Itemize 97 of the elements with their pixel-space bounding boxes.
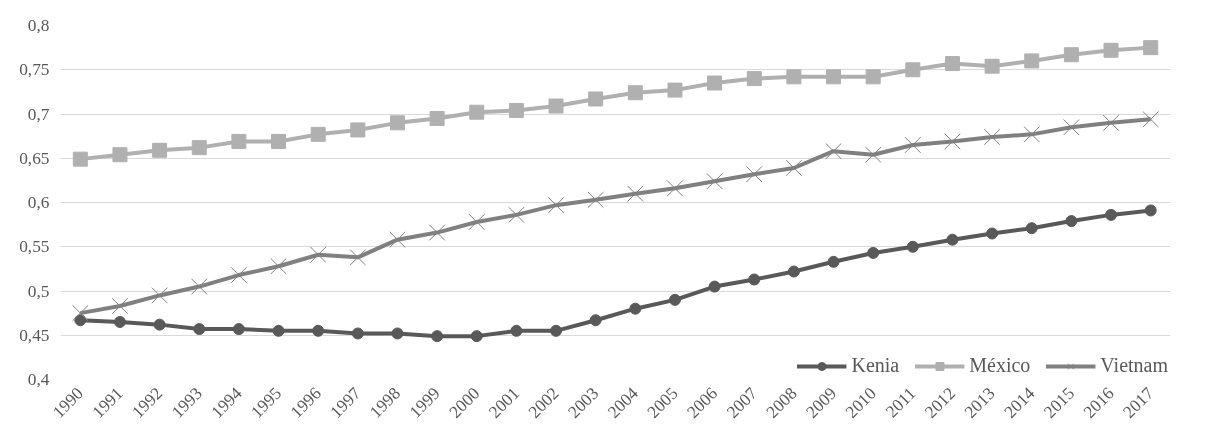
y-tick-label: 0,75 (19, 60, 50, 80)
point (1142, 111, 1159, 128)
point (310, 126, 326, 142)
point (312, 324, 325, 337)
point (865, 69, 881, 85)
point (470, 330, 483, 343)
point (666, 180, 684, 197)
point (351, 327, 364, 340)
point (1025, 222, 1038, 235)
point (151, 287, 168, 304)
point (1143, 40, 1159, 56)
point (510, 324, 523, 337)
y-tick-label: 0,4 (27, 370, 50, 389)
point (468, 213, 486, 231)
point (825, 142, 842, 160)
point (431, 330, 444, 343)
point (786, 69, 802, 85)
point (153, 318, 166, 331)
point (389, 231, 406, 248)
point (946, 233, 959, 246)
point (1065, 215, 1078, 228)
legend-label: México (969, 354, 1031, 377)
x-tick-label: 1991 (88, 383, 127, 422)
point (272, 324, 285, 337)
point (587, 191, 604, 209)
point (983, 128, 1001, 146)
legend-label: Vietnam (1100, 354, 1168, 377)
point (547, 196, 565, 214)
point (231, 133, 247, 149)
point (1024, 53, 1040, 69)
point (668, 293, 681, 306)
point (391, 327, 404, 340)
point (707, 75, 723, 91)
point (349, 249, 367, 266)
point (428, 224, 446, 241)
point (787, 265, 800, 278)
point (72, 151, 88, 167)
y-tick-label: 0,7 (27, 104, 50, 124)
point (785, 159, 803, 177)
point (746, 71, 762, 87)
point (986, 227, 999, 240)
point (1063, 47, 1079, 63)
point (627, 85, 643, 101)
point (232, 323, 245, 336)
point (944, 56, 960, 72)
point (350, 122, 366, 138)
point (944, 133, 961, 150)
point (191, 140, 207, 156)
point (508, 102, 524, 118)
point (1103, 42, 1119, 58)
point (905, 62, 921, 78)
point (112, 147, 128, 163)
point (1105, 208, 1118, 221)
x-tick-label: 2011 (882, 383, 920, 422)
point (152, 142, 168, 158)
point (589, 314, 602, 327)
point (627, 185, 644, 202)
point (1102, 114, 1120, 132)
point (864, 146, 882, 163)
y-tick-label: 0,6 (27, 193, 50, 212)
point (1023, 126, 1041, 143)
point (708, 280, 721, 293)
y-tick-label: 0,65 (19, 148, 50, 168)
y-tick-label: 0,8 (27, 16, 50, 35)
point (309, 246, 327, 263)
y-tick-label: 0,45 (19, 325, 50, 345)
legend-label: Kenia (851, 354, 900, 377)
point (748, 273, 761, 286)
point (508, 206, 525, 224)
point (1063, 119, 1080, 136)
point (113, 315, 126, 328)
point (429, 110, 445, 126)
point (111, 297, 129, 315)
point (904, 136, 922, 154)
point (271, 133, 287, 149)
point (667, 82, 683, 98)
point (906, 240, 919, 253)
point (230, 266, 248, 284)
point (389, 115, 405, 131)
point (1144, 204, 1157, 217)
point (827, 255, 840, 268)
y-tick-label: 0,55 (19, 237, 50, 257)
point (745, 165, 763, 183)
point (193, 323, 206, 336)
point (984, 58, 1000, 74)
point (867, 246, 880, 259)
point (469, 104, 485, 120)
point (629, 302, 642, 315)
point (588, 91, 604, 107)
point (190, 278, 208, 295)
point (706, 172, 723, 190)
point (548, 98, 564, 114)
y-tick-label: 0,5 (27, 281, 50, 301)
point (826, 69, 842, 85)
point (270, 257, 287, 275)
point (72, 304, 89, 322)
point (550, 324, 563, 337)
